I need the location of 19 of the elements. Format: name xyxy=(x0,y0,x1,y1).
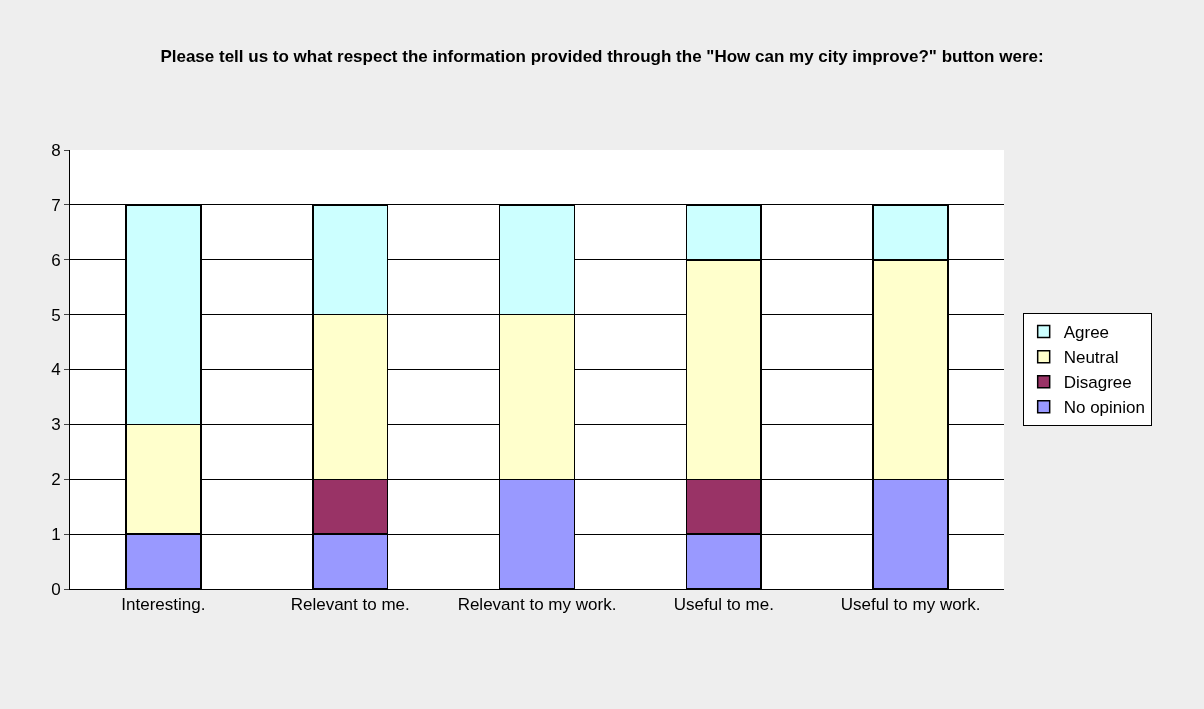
x-tick-label: Useful to me. xyxy=(673,595,774,615)
legend-label: Disagree xyxy=(1063,373,1132,393)
legend-label: Agree xyxy=(1063,323,1110,343)
x-tick-label: Useful to my work. xyxy=(840,595,981,615)
legend-label: Neutral xyxy=(1063,348,1119,368)
x-tick-label: Interesting. xyxy=(121,595,206,615)
y-tick-label: 1 xyxy=(51,525,61,545)
y-tick-label: 3 xyxy=(51,415,61,435)
x-tick-label: Relevant to my work. xyxy=(457,595,617,615)
y-tick-label: 0 xyxy=(51,579,61,599)
chart-title: Please tell us to what respect the information provided through the "How can my city improve?" button were: xyxy=(160,46,1044,66)
y-tick-label: 5 xyxy=(51,305,61,325)
y-tick-label: 6 xyxy=(51,250,61,270)
y-tick-label: 2 xyxy=(51,470,61,490)
legend-label: No opinion xyxy=(1063,398,1145,418)
x-tick-label: Relevant to me. xyxy=(290,595,410,615)
y-tick-label: 4 xyxy=(51,360,61,380)
y-tick-label: 7 xyxy=(51,195,61,215)
y-tick-label: 8 xyxy=(51,140,61,160)
